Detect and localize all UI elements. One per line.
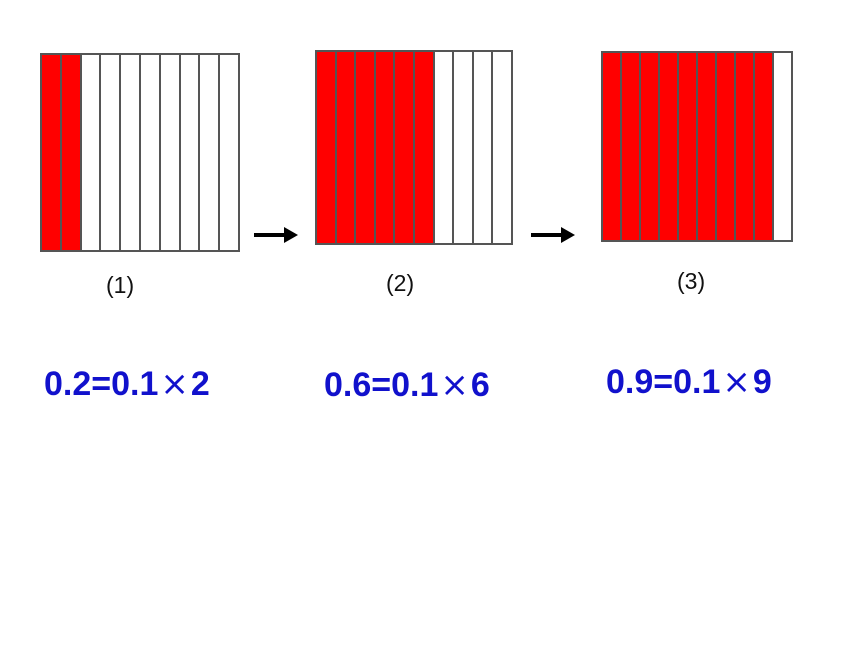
- equation-2-rhs: 6: [470, 366, 490, 404]
- unshaded-strip: [473, 52, 494, 243]
- fraction-grid-1: [40, 53, 240, 252]
- fraction-grid-2: [315, 50, 513, 245]
- shaded-strip: [317, 52, 337, 243]
- unshaded-strip: [160, 55, 181, 250]
- panel-label-1: (1): [106, 272, 135, 298]
- fraction-grid-3: [601, 51, 793, 242]
- unshaded-strip: [493, 52, 511, 243]
- equation-1-lhs: 0.2=0.1: [44, 365, 159, 403]
- shaded-strip: [42, 55, 62, 250]
- unshaded-strip: [101, 55, 122, 250]
- shaded-strip: [622, 53, 641, 240]
- shaded-strip: [698, 53, 717, 240]
- unshaded-strip: [121, 55, 141, 250]
- shaded-strip: [736, 53, 755, 240]
- shaded-strip: [61, 55, 82, 250]
- unshaded-strip: [140, 55, 161, 250]
- shaded-strip: [414, 52, 435, 243]
- shaded-strip: [395, 52, 415, 243]
- right-arrow-icon: [254, 227, 298, 243]
- unshaded-strip: [200, 55, 221, 250]
- multiply-sign-icon: ×: [440, 365, 469, 405]
- equation-1: 0.2=0.1×2: [44, 364, 210, 404]
- right-arrow-icon: [531, 227, 575, 243]
- unshaded-strip: [220, 55, 238, 250]
- shaded-strip: [717, 53, 736, 240]
- multiply-sign-icon: ×: [722, 362, 751, 402]
- unshaded-strip: [774, 53, 791, 240]
- equation-1-rhs: 2: [190, 365, 210, 403]
- shaded-strip: [679, 53, 698, 240]
- equation-2: 0.6=0.1×6: [324, 365, 490, 405]
- equation-2-lhs: 0.6=0.1: [324, 366, 439, 404]
- unshaded-strip: [454, 52, 474, 243]
- unshaded-strip: [434, 52, 455, 243]
- unshaded-strip: [81, 55, 102, 250]
- shaded-strip: [336, 52, 357, 243]
- shaded-strip: [641, 53, 660, 240]
- panel-label-3: (3): [677, 268, 706, 294]
- shaded-strip: [356, 52, 376, 243]
- equation-3-rhs: 9: [752, 363, 772, 401]
- equation-3-lhs: 0.9=0.1: [606, 363, 721, 401]
- shaded-strip: [660, 53, 679, 240]
- shaded-strip: [603, 53, 622, 240]
- unshaded-strip: [180, 55, 201, 250]
- equation-3: 0.9=0.1×9: [606, 362, 772, 402]
- shaded-strip: [375, 52, 396, 243]
- shaded-strip: [755, 53, 774, 240]
- multiply-sign-icon: ×: [160, 364, 189, 404]
- panel-label-2: (2): [386, 270, 415, 296]
